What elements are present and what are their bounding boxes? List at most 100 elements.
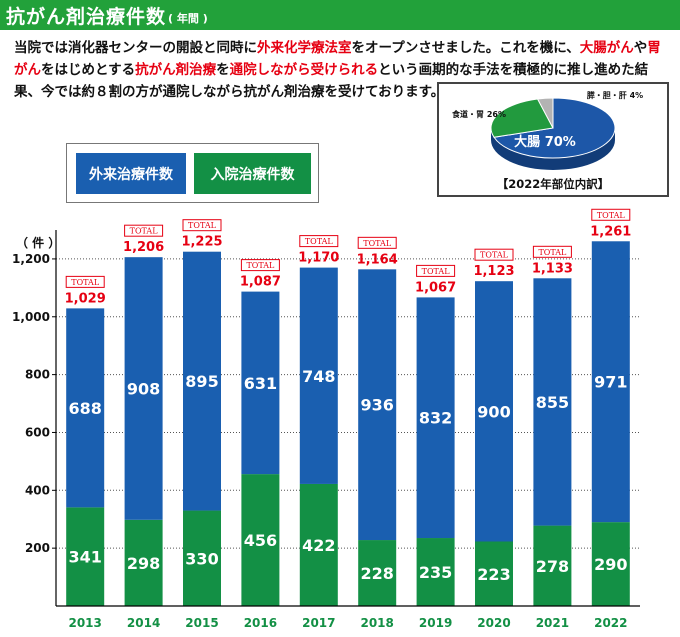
total-tag: TOTAL [71, 278, 100, 287]
pie-side [491, 128, 615, 170]
pie-label: 膵・胆・肝 4% [587, 90, 643, 100]
desc-text-5: を [216, 62, 230, 78]
bar-label-inpatient: 235 [419, 563, 452, 582]
x-tick-label: 2013 [68, 616, 101, 630]
pie-caption: 【2022年部位内訳】 [497, 177, 610, 191]
desc-text-6: という画期的な手法を積極的に推し進めた結果、今では約８割の方が通院しながら抗がん… [14, 62, 649, 100]
bar-outpatient [124, 257, 163, 520]
total-value: 1,087 [240, 275, 281, 290]
bar-label-outpatient: 631 [244, 374, 277, 393]
x-tick-label: 2016 [244, 616, 277, 630]
x-tick-label: 2015 [185, 616, 218, 630]
desc-text-3: や [633, 40, 648, 56]
total-value: 1,029 [65, 291, 106, 306]
total-tag-box [299, 235, 339, 248]
total-tag: TOTAL [188, 221, 217, 230]
total-tag: TOTAL [480, 251, 509, 260]
x-tick-label: 2021 [536, 616, 569, 630]
total-tag-box [65, 275, 105, 288]
x-tick-label: 2019 [419, 616, 452, 630]
bar-outpatient [591, 241, 630, 523]
bar-label-outpatient: 895 [185, 372, 218, 391]
bar-label-outpatient: 748 [302, 367, 335, 386]
bar-outpatient [358, 269, 397, 541]
total-tag-box [474, 248, 514, 261]
total-tag-box [532, 245, 572, 258]
bar-outpatient [66, 308, 105, 508]
x-tick-label: 2018 [360, 616, 393, 630]
desc-text-4: をはじめとする [41, 62, 136, 78]
legend-inpatient: 入院治療件数 [194, 153, 311, 194]
bar-label-inpatient: 223 [477, 565, 510, 584]
bar-inpatient [533, 525, 572, 606]
pie-slice [490, 98, 554, 138]
bar-inpatient [591, 522, 630, 606]
bar-label-outpatient: 832 [419, 409, 452, 428]
bar-outpatient [533, 278, 572, 526]
total-tag-box [357, 236, 397, 249]
bar-outpatient [299, 267, 338, 484]
bar-label-inpatient: 330 [185, 549, 218, 568]
total-value: 1,133 [532, 261, 573, 276]
bar-label-inpatient: 228 [360, 564, 393, 583]
bar-label-outpatient: 971 [594, 373, 627, 392]
total-tag-box [182, 219, 222, 232]
bar-inpatient [124, 519, 163, 606]
bar-label-outpatient: 900 [477, 402, 510, 421]
x-tick-label: 2017 [302, 616, 335, 630]
bar-label-outpatient: 688 [68, 399, 101, 418]
bar-outpatient [475, 281, 513, 542]
pie-slice [536, 97, 554, 129]
legend: 外来治療件数 入院治療件数 [66, 143, 319, 203]
total-value: 1,067 [415, 280, 456, 295]
bar-inpatient [358, 540, 397, 606]
total-tag-box [240, 259, 280, 272]
total-tag: TOTAL [538, 248, 567, 257]
x-tick-label: 2020 [477, 616, 510, 630]
bar-label-inpatient: 298 [127, 554, 160, 573]
pie-label: 大腸 70% [514, 134, 576, 150]
legend-outpatient: 外来治療件数 [76, 153, 186, 194]
bar-label-outpatient: 908 [127, 379, 160, 398]
desc-text-1: 当院では消化器センターの開設と同時に [14, 40, 257, 56]
pie-chart-box: 大腸 70% 食道・胃 26% 膵・胆・肝 4% 【2022年部位内訳】 [437, 82, 669, 197]
bar-label-inpatient: 341 [68, 548, 101, 567]
pie-chart: 大腸 70% 食道・胃 26% 膵・胆・肝 4% 【2022年部位内訳】 [452, 90, 643, 191]
y-tick-label: 1,000 [12, 310, 50, 324]
total-tag: TOTAL [422, 267, 451, 276]
total-tag: TOTAL [363, 239, 392, 248]
bar-label-outpatient: 936 [360, 396, 393, 415]
y-tick-label: 800 [25, 368, 50, 382]
bar-label-inpatient: 422 [302, 536, 335, 555]
desc-highlight-3: 胃がん [14, 40, 661, 78]
total-value: 1,123 [473, 264, 514, 279]
bar-outpatient [183, 251, 221, 511]
total-tag: TOTAL [305, 237, 334, 246]
total-tag: TOTAL [246, 261, 275, 270]
total-tag-box [124, 224, 164, 237]
bar-inpatient [416, 538, 455, 606]
total-tag: TOTAL [130, 227, 159, 236]
bar-label-inpatient: 456 [244, 531, 277, 550]
y-tick-label: 600 [25, 425, 50, 439]
y-unit-label: （ 件 ） [16, 235, 60, 250]
x-tick-label: 2022 [594, 616, 627, 630]
total-value: 1,170 [298, 251, 339, 266]
bar-outpatient [241, 291, 280, 475]
bar-label-outpatient: 855 [536, 393, 569, 412]
bar-inpatient [241, 474, 280, 606]
bar-inpatient [183, 510, 221, 606]
bar-outpatient [416, 297, 455, 539]
title-bar: 抗がん剤治療件数 ( 年間 ) [0, 0, 680, 30]
bar-label-inpatient: 290 [594, 555, 627, 574]
bar-inpatient [299, 483, 338, 606]
desc-highlight-2: 大腸がん [579, 40, 634, 56]
bar-label-inpatient: 278 [536, 557, 569, 576]
y-tick-label: 1,200 [12, 252, 50, 266]
total-value: 1,164 [357, 252, 398, 267]
desc-text-2: をオープンさせました。これを機に、 [351, 40, 580, 56]
total-tag-box [591, 208, 631, 221]
bar-inpatient [475, 541, 513, 606]
total-value: 1,261 [590, 224, 631, 239]
